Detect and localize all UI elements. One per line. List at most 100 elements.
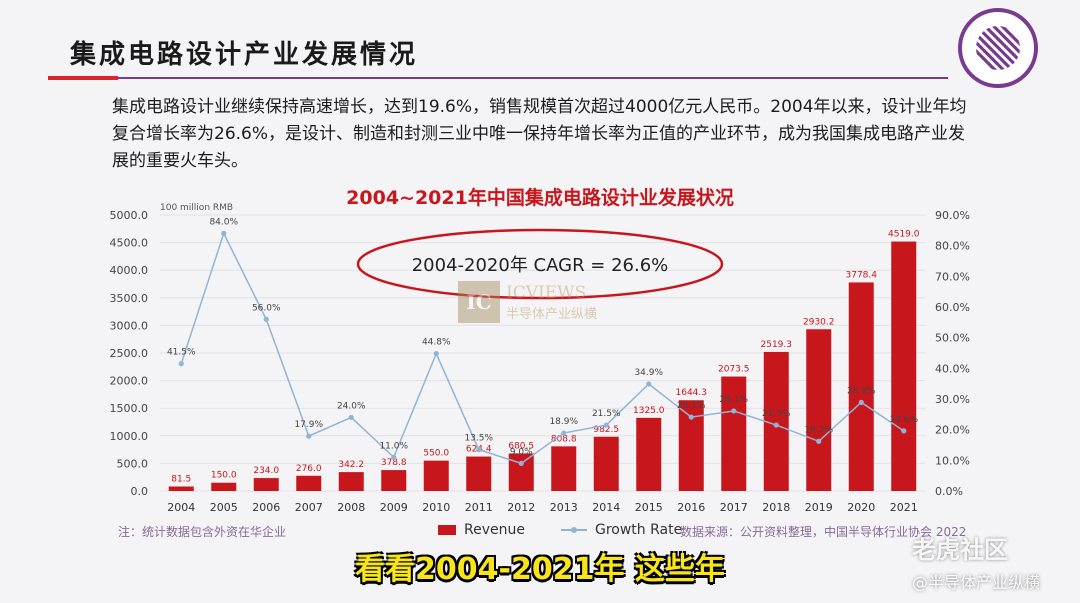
growth-rate-point bbox=[731, 408, 737, 414]
growth-rate-label: 24.1% bbox=[677, 401, 706, 411]
growth-rate-point bbox=[178, 361, 184, 367]
growth-rate-point bbox=[391, 454, 397, 460]
revenue-bars bbox=[168, 241, 917, 491]
growth-rate-label: 24.0% bbox=[337, 401, 366, 411]
revenue-bar-label: 982.5 bbox=[593, 425, 619, 435]
chart-legend: Revenue Growth Rate bbox=[438, 522, 682, 538]
growth-rate-label: 41.5% bbox=[167, 348, 196, 358]
revenue-bar-label: 680.5 bbox=[508, 441, 534, 451]
x-tick-label: 2012 bbox=[507, 501, 535, 514]
left-tick-label: 4500.0 bbox=[110, 237, 149, 250]
growth-rate-label: 28.9% bbox=[847, 386, 876, 396]
intro-paragraph: 集成电路设计业继续保持高速增长，达到19.6%，销售规模首次超过4000亿元人民… bbox=[112, 97, 967, 171]
revenue-bar-label: 2930.2 bbox=[803, 317, 835, 327]
left-tick-label: 5000.0 bbox=[110, 209, 149, 222]
growth-rate-label: 26.1% bbox=[719, 395, 748, 405]
revenue-bar-label: 234.0 bbox=[253, 466, 279, 476]
chart-title: 2004~2021年中国集成电路设计业发展状况 bbox=[346, 187, 734, 209]
right-axis-ticks: 0.0% 10.0% 20.0% 30.0% 40.0% 50.0% 60.0% 70.0% 8… bbox=[935, 209, 970, 498]
revenue-bar bbox=[593, 436, 619, 491]
left-tick-label: 3500.0 bbox=[110, 292, 149, 305]
legend-line-swatch bbox=[560, 525, 587, 535]
community-watermark: 老虎社区 bbox=[912, 536, 1008, 564]
x-tick-label: 2017 bbox=[720, 501, 748, 514]
revenue-bar-label: 150.0 bbox=[211, 471, 237, 481]
revenue-bar bbox=[466, 456, 492, 491]
legend-label-revenue: Revenue bbox=[464, 522, 525, 538]
account-watermark: @半导体产业纵横 bbox=[912, 573, 1041, 592]
left-tick-label: 1500.0 bbox=[110, 402, 149, 415]
revenue-bar-label: 1644.3 bbox=[676, 388, 708, 398]
x-tick-label: 2018 bbox=[762, 501, 790, 514]
revenue-bar-label: 1325.0 bbox=[633, 406, 665, 416]
revenue-bar bbox=[891, 241, 917, 491]
revenue-bar bbox=[508, 453, 534, 491]
revenue-bar bbox=[763, 351, 789, 491]
right-tick-label: 0.0% bbox=[935, 485, 963, 498]
revenue-bar bbox=[721, 376, 747, 491]
right-tick-label: 30.0% bbox=[935, 393, 970, 406]
left-axis-ticks: 0.0 500.0 1000.0 1500.0 2000.0 2500.0 3000.0 35… bbox=[110, 209, 149, 498]
revenue-bar bbox=[806, 329, 832, 491]
growth-rate-label: 56.0% bbox=[252, 303, 281, 313]
left-tick-label: 4000.0 bbox=[110, 264, 149, 277]
x-tick-label: 2010 bbox=[422, 501, 450, 514]
footnote: 注：统计数据包含外资在华企业 bbox=[118, 525, 287, 539]
growth-rate-label: 44.8% bbox=[422, 338, 451, 348]
legend-bar-swatch bbox=[438, 525, 456, 535]
watermark-line-1: ICVIEWS bbox=[506, 282, 587, 303]
revenue-bar bbox=[636, 417, 662, 491]
revenue-bar bbox=[381, 470, 407, 491]
growth-rate-line bbox=[178, 230, 907, 466]
revenue-bar-label: 342.2 bbox=[338, 460, 364, 470]
left-tick-label: 3000.0 bbox=[110, 319, 149, 332]
watermark-line-2: 半导体产业纵横 bbox=[506, 306, 598, 322]
growth-rate-point bbox=[646, 381, 652, 387]
title-rule-accent bbox=[48, 76, 118, 80]
x-tick-label: 2021 bbox=[890, 501, 918, 514]
left-axis-unit-label: 100 million RMB bbox=[160, 203, 233, 213]
growth-rate-point bbox=[433, 351, 439, 357]
x-tick-label: 2007 bbox=[295, 501, 323, 514]
revenue-bar-label: 2073.5 bbox=[718, 365, 750, 375]
growth-rate-point bbox=[476, 447, 482, 453]
revenue-bar-labels: 81.5150.0234.0276.0342.2378.8550.0624.46… bbox=[171, 230, 920, 485]
legend-label-growth-rate: Growth Rate bbox=[594, 522, 683, 538]
growth-rate-point bbox=[816, 438, 822, 444]
revenue-bar-label: 2519.3 bbox=[761, 340, 793, 350]
revenue-bar bbox=[423, 460, 449, 491]
revenue-bar-label: 81.5 bbox=[171, 475, 191, 485]
growth-rate-point bbox=[688, 414, 694, 420]
growth-rate-label: 11.0% bbox=[379, 441, 408, 451]
growth-rate-point bbox=[858, 399, 864, 405]
revenue-bar-label: 808.8 bbox=[551, 434, 577, 444]
x-tick-label: 2004 bbox=[167, 501, 195, 514]
revenue-bar-label: 276.0 bbox=[296, 464, 322, 474]
left-tick-label: 2000.0 bbox=[110, 375, 149, 388]
cagr-annotation: 2004-2020年 CAGR = 26.6% bbox=[412, 255, 669, 276]
x-tick-label: 2011 bbox=[465, 501, 493, 514]
revenue-bar-label: 378.8 bbox=[381, 458, 407, 468]
growth-rate-point bbox=[603, 422, 609, 428]
growth-rate-label: 13.5% bbox=[464, 434, 493, 444]
right-tick-label: 20.0% bbox=[935, 424, 970, 437]
x-tick-label: 2009 bbox=[380, 501, 408, 514]
growth-rate-label: 16.2% bbox=[804, 425, 833, 435]
revenue-bar-label: 550.0 bbox=[423, 449, 449, 459]
gridlines bbox=[160, 214, 925, 492]
growth-rate-point bbox=[348, 414, 354, 420]
right-tick-label: 70.0% bbox=[935, 270, 970, 283]
revenue-bar bbox=[296, 475, 322, 491]
right-tick-label: 10.0% bbox=[935, 454, 970, 467]
x-tick-label: 2008 bbox=[337, 501, 365, 514]
revenue-bar bbox=[678, 400, 704, 491]
x-tick-label: 2019 bbox=[805, 501, 833, 514]
growth-rate-point bbox=[306, 433, 312, 439]
center-watermark: IC ICVIEWS 半导体产业纵横 bbox=[458, 281, 597, 323]
x-tick-label: 2013 bbox=[550, 501, 578, 514]
growth-rate-labels: 41.5% 84.0% 56.0% 17.9% 24.0% 11.0% 44.8% 13.5%… bbox=[167, 217, 919, 457]
x-tick-label: 2015 bbox=[635, 501, 663, 514]
growth-rate-polyline bbox=[180, 231, 905, 465]
x-tick-label: 2006 bbox=[252, 501, 280, 514]
x-tick-label: 2005 bbox=[210, 501, 238, 514]
